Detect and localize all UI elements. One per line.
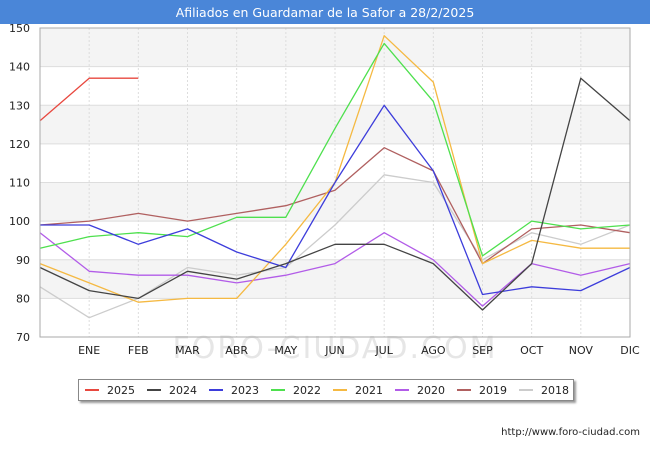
x-tick-label: MAY <box>274 344 297 357</box>
x-tick-label: OCT <box>520 344 543 357</box>
series-line-2025 <box>39 77 139 122</box>
x-tick-label: DIC <box>620 344 640 357</box>
legend-item-2020: 2020 <box>395 380 445 400</box>
legend-swatch <box>147 389 161 391</box>
legend-label: 2018 <box>541 383 569 397</box>
y-tick-label: 110 <box>9 177 30 190</box>
x-tick-label: AGO <box>421 344 446 357</box>
legend-swatch <box>333 389 347 391</box>
legend-item-2025: 2025 <box>85 380 135 400</box>
legend-label: 2019 <box>479 383 507 397</box>
series-line-2024 <box>39 77 631 311</box>
legend-label: 2023 <box>231 383 259 397</box>
legend-label: 2025 <box>107 383 135 397</box>
y-tick-label: 70 <box>16 331 30 344</box>
legend-item-2019: 2019 <box>457 380 507 400</box>
series-line-2023 <box>40 104 631 296</box>
y-tick-label: 140 <box>9 61 30 74</box>
x-tick-label: JUL <box>374 344 393 357</box>
x-axis-ticks: ENE FEB MAR ABR MAY JUN JUL AGO SEP OCT NOV DIC <box>78 344 640 357</box>
y-axis-ticks: 70 80 90 100 110 120 130 140 150 <box>9 22 30 344</box>
axes <box>39 27 631 338</box>
legend: 2025 2024 2023 2022 2021 2020 2019 2018 <box>78 379 574 401</box>
x-tick-label: ENE <box>78 344 100 357</box>
legend-swatch <box>519 389 533 391</box>
y-tick-label: 130 <box>9 99 30 112</box>
footer-url: http://www.foro-ciudad.com <box>501 427 640 438</box>
y-tick-label: 90 <box>16 254 30 267</box>
legend-item-2022: 2022 <box>271 380 321 400</box>
legend-swatch <box>85 389 99 391</box>
x-tick-label: SEP <box>472 344 493 357</box>
x-tick-label: FEB <box>128 344 149 357</box>
y-tick-label: 80 <box>16 292 30 305</box>
legend-label: 2024 <box>169 383 197 397</box>
x-tick-label: NOV <box>569 344 594 357</box>
legend-swatch <box>457 389 471 391</box>
y-tick-label: 150 <box>9 22 30 35</box>
chart-title: Afiliados en Guardamar de la Safor a 28/… <box>0 0 650 24</box>
y-tick-label: 120 <box>9 138 30 151</box>
legend-item-2024: 2024 <box>147 380 197 400</box>
x-tick-label: MAR <box>175 344 200 357</box>
legend-label: 2020 <box>417 383 445 397</box>
series-line-2019 <box>39 147 631 265</box>
plot-band <box>40 259 630 299</box>
legend-swatch <box>209 389 223 391</box>
legend-item-2018: 2018 <box>519 380 569 400</box>
plot-border <box>39 27 631 338</box>
legend-item-2021: 2021 <box>333 380 383 400</box>
series-line-2022 <box>39 42 631 257</box>
x-tick-label: ABR <box>225 344 248 357</box>
legend-item-2023: 2023 <box>209 380 259 400</box>
series-lines <box>39 35 631 319</box>
legend-label: 2022 <box>293 383 321 397</box>
y-tick-label: 100 <box>9 215 30 228</box>
legend-swatch <box>395 389 409 391</box>
legend-swatch <box>271 389 285 391</box>
legend-label: 2021 <box>355 383 383 397</box>
x-tick-label: JUN <box>324 344 345 357</box>
